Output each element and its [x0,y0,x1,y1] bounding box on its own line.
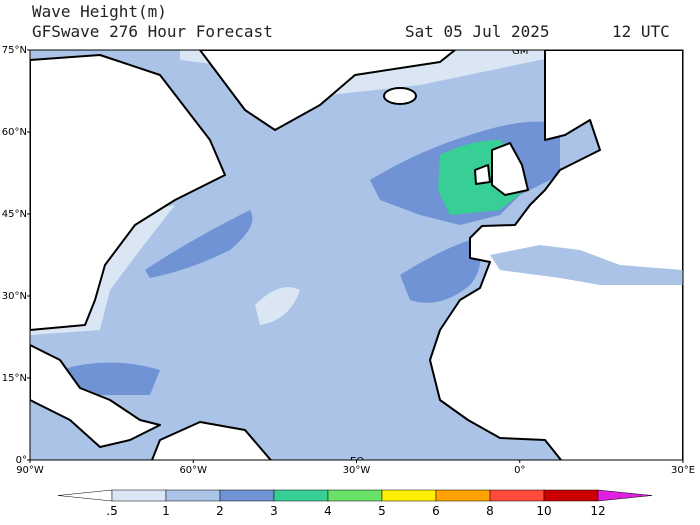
colorbar-box [327,489,383,502]
colorbar-label: 10 [536,504,551,518]
mediterranean [490,245,683,285]
map: GM EQ [29,46,684,467]
iceland [383,87,417,105]
colorbar-label: 6 [432,504,440,518]
lat-label: 15°N [2,373,27,384]
colorbar-box [381,489,437,502]
colorbar-label: 8 [486,504,494,518]
north-america [30,54,226,331]
date: Sat 05 Jul 2025 [405,22,550,41]
colorbar-label: 12 [590,504,605,518]
title: Wave Height(m) [32,2,167,21]
lon-label: 0° [514,465,525,476]
wave-area [60,362,160,395]
eq-label: EQ [350,456,364,467]
colorbar-label: 5 [378,504,386,518]
wave-area [255,287,300,325]
lat-label: 75°N [2,45,27,56]
colorbar-box [489,489,545,502]
lon-label: 90°W [16,465,44,476]
colorbar-label: .5 [106,504,117,518]
colorbar-label: 2 [216,504,224,518]
colorbar-label: 1 [162,504,170,518]
colorbar-label: 4 [324,504,332,518]
wave-area [400,240,480,303]
colorbar-box [273,489,329,502]
lat-label: 30°N [2,291,27,302]
lat-label: 60°N [2,127,27,138]
south-america [150,421,273,460]
ireland [474,164,491,185]
lat-label: 0° [16,455,27,466]
subtitle: GFSwave 276 Hour Forecast [32,22,273,41]
lon-label: 60°W [179,465,207,476]
colorbar-box [219,489,275,502]
central-america [30,344,161,448]
lat-label: 45°N [2,209,27,220]
colorbar-end [597,489,653,502]
colorbar-box [165,489,221,502]
lon-label: 30°E [671,465,695,476]
time: 12 UTC [612,22,670,41]
lon-label: 30°W [343,465,371,476]
gm-label: GM [512,46,528,57]
colorbar-label: 3 [270,504,278,518]
colorbar-box [543,489,599,502]
great-britain [491,142,529,196]
colorbar-box [435,489,491,502]
wave-area [145,210,253,278]
colorbar-box [111,489,167,502]
greenland [199,50,456,131]
colorbar-end [57,489,113,502]
